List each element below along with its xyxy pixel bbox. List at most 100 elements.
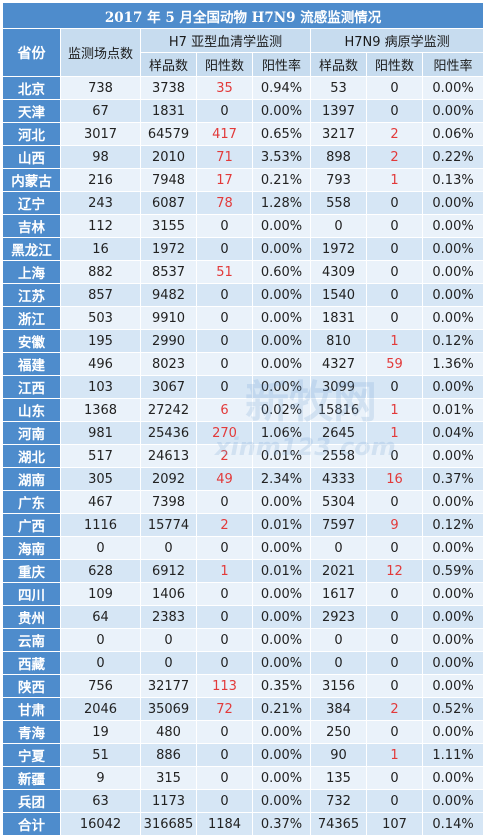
h7-rate-cell: 0.00% bbox=[252, 306, 311, 330]
sites-cell: 503 bbox=[60, 306, 141, 330]
n9-samples-cell: 3156 bbox=[310, 674, 367, 698]
sites-cell: 195 bbox=[60, 329, 141, 353]
h7-pos-cell: 17 bbox=[196, 168, 253, 192]
h7-samples-cell: 1406 bbox=[140, 582, 197, 606]
province-cell: 合计 bbox=[2, 812, 61, 836]
n9-pos-cell: 16 bbox=[366, 467, 423, 491]
province-cell: 宁夏 bbox=[2, 743, 61, 767]
n9-rate-cell: 0.13% bbox=[421, 168, 485, 192]
table-row: 兵团 63 1173 0 0.00% 732 0 0.00% bbox=[2, 789, 485, 813]
h7-rate-cell: 0.00% bbox=[252, 237, 311, 261]
sites-cell: 517 bbox=[60, 444, 141, 468]
n9-samples-cell: 793 bbox=[310, 168, 367, 192]
h7-samples-cell: 64579 bbox=[140, 122, 197, 146]
table-row: 江西 103 3067 0 0.00% 3099 0 0.00% bbox=[2, 375, 485, 399]
n9-rate-cell: 1.36% bbox=[421, 352, 485, 376]
province-cell: 湖北 bbox=[2, 444, 61, 468]
sites-cell: 243 bbox=[60, 191, 141, 215]
n9-pos-cell: 0 bbox=[366, 99, 423, 123]
h7-pos-cell: 0 bbox=[196, 306, 253, 330]
sites-cell: 216 bbox=[60, 168, 141, 192]
table-row: 新疆 9 315 0 0.00% 135 0 0.00% bbox=[2, 766, 485, 790]
h7-samples-cell: 1173 bbox=[140, 789, 197, 813]
table-row: 浙江 503 9910 0 0.00% 1831 0 0.00% bbox=[2, 306, 485, 330]
n9-pos-cell: 9 bbox=[366, 513, 423, 537]
sites-cell: 3017 bbox=[60, 122, 141, 146]
h7-samples-cell: 27242 bbox=[140, 398, 197, 422]
n9-samples-cell: 0 bbox=[310, 651, 367, 675]
n9-samples-cell: 0 bbox=[310, 536, 367, 560]
n9-rate-cell: 0.37% bbox=[421, 467, 485, 491]
table-row: 黑龙江 16 1972 0 0.00% 1972 0 0.00% bbox=[2, 237, 485, 261]
n9-rate-cell: 0.00% bbox=[421, 536, 485, 560]
h7-pos-cell: 0 bbox=[196, 214, 253, 238]
sites-cell: 305 bbox=[60, 467, 141, 491]
h7-pos-cell: 0 bbox=[196, 375, 253, 399]
province-cell: 辽宁 bbox=[2, 191, 61, 215]
n9-rate-cell: 0.00% bbox=[421, 605, 485, 629]
n9-pos-cell: 2 bbox=[366, 122, 423, 146]
h7-pos-cell: 0 bbox=[196, 237, 253, 261]
n9-pos-cell: 0 bbox=[366, 306, 423, 330]
sites-cell: 67 bbox=[60, 99, 141, 123]
h7-pos-cell: 113 bbox=[196, 674, 253, 698]
h7-samples-cell: 3738 bbox=[140, 76, 197, 100]
province-cell: 山东 bbox=[2, 398, 61, 422]
sites-cell: 0 bbox=[60, 651, 141, 675]
h7-samples-cell: 1831 bbox=[140, 99, 197, 123]
h7-samples-cell: 9910 bbox=[140, 306, 197, 330]
table-row: 江苏 857 9482 0 0.00% 1540 0 0.00% bbox=[2, 283, 485, 307]
table-row: 内蒙古 216 7948 17 0.21% 793 1 0.13% bbox=[2, 168, 485, 192]
n9-pos-cell: 1 bbox=[366, 329, 423, 353]
h7-pos-cell: 417 bbox=[196, 122, 253, 146]
n9-pos-cell: 0 bbox=[366, 766, 423, 790]
table-row: 吉林 112 3155 0 0.00% 0 0 0.00% bbox=[2, 214, 485, 238]
h7-rate-cell: 0.00% bbox=[252, 536, 311, 560]
h7-pos-cell: 0 bbox=[196, 490, 253, 514]
province-cell: 内蒙古 bbox=[2, 168, 61, 192]
h7-samples-cell: 8537 bbox=[140, 260, 197, 284]
sites-cell: 19 bbox=[60, 720, 141, 744]
n9-samples-cell: 7597 bbox=[310, 513, 367, 537]
h7-rate-cell: 0.00% bbox=[252, 651, 311, 675]
n9-samples-cell: 1972 bbox=[310, 237, 367, 261]
h7-rate-cell: 0.00% bbox=[252, 352, 311, 376]
header-n9-samples: 样品数 bbox=[310, 52, 367, 77]
n9-pos-cell: 0 bbox=[366, 490, 423, 514]
n9-samples-cell: 53 bbox=[310, 76, 367, 100]
h7-samples-cell: 9482 bbox=[140, 283, 197, 307]
h7-pos-cell: 49 bbox=[196, 467, 253, 491]
n9-samples-cell: 1540 bbox=[310, 283, 367, 307]
header-n9-rate: 阳性率 bbox=[421, 52, 485, 77]
n9-pos-cell: 0 bbox=[366, 375, 423, 399]
n9-samples-cell: 1831 bbox=[310, 306, 367, 330]
n9-pos-cell: 0 bbox=[366, 237, 423, 261]
h7-pos-cell: 1 bbox=[196, 559, 253, 583]
h7-rate-cell: 0.00% bbox=[252, 214, 311, 238]
header-h7-samples: 样品数 bbox=[140, 52, 197, 77]
h7-pos-cell: 270 bbox=[196, 421, 253, 445]
n9-samples-cell: 5304 bbox=[310, 490, 367, 514]
h7-rate-cell: 0.01% bbox=[252, 513, 311, 537]
sites-cell: 9 bbox=[60, 766, 141, 790]
n9-samples-cell: 1397 bbox=[310, 99, 367, 123]
h7-pos-cell: 0 bbox=[196, 766, 253, 790]
h7-pos-cell: 71 bbox=[196, 145, 253, 169]
n9-samples-cell: 4333 bbox=[310, 467, 367, 491]
sites-cell: 112 bbox=[60, 214, 141, 238]
n9-pos-cell: 0 bbox=[366, 720, 423, 744]
h7-rate-cell: 1.28% bbox=[252, 191, 311, 215]
sites-cell: 1116 bbox=[60, 513, 141, 537]
n9-samples-cell: 4327 bbox=[310, 352, 367, 376]
n9-rate-cell: 0.22% bbox=[421, 145, 485, 169]
province-cell: 江苏 bbox=[2, 283, 61, 307]
h7-samples-cell: 32177 bbox=[140, 674, 197, 698]
table-row: 云南 0 0 0 0.00% 0 0 0.00% bbox=[2, 628, 485, 652]
header-h7n9-group: H7N9 病原学监测 bbox=[309, 28, 485, 53]
table-row: 天津 67 1831 0 0.00% 1397 0 0.00% bbox=[2, 99, 485, 123]
province-cell: 浙江 bbox=[2, 306, 61, 330]
province-cell: 天津 bbox=[2, 99, 61, 123]
h7-pos-cell: 0 bbox=[196, 352, 253, 376]
table-row: 贵州 64 2383 0 0.00% 2923 0 0.00% bbox=[2, 605, 485, 629]
h7-samples-cell: 35069 bbox=[140, 697, 197, 721]
